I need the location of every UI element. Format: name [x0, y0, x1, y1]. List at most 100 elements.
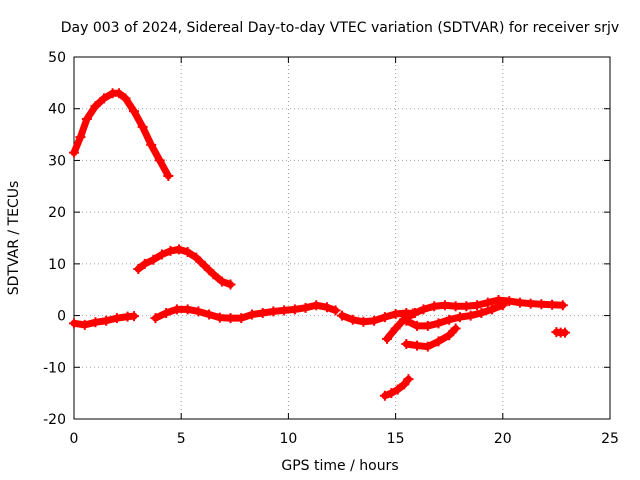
data-point [525, 298, 536, 309]
data-point [257, 307, 268, 318]
data-point [497, 300, 508, 311]
data-point [114, 88, 125, 99]
y-tick-label: 30 [48, 153, 66, 169]
data-point [225, 279, 236, 290]
y-tick-label: 0 [57, 309, 66, 325]
data-point [476, 307, 487, 318]
data-point [422, 341, 433, 352]
data-point [433, 336, 444, 347]
data-point [129, 106, 140, 117]
data-point [139, 258, 150, 269]
x-axis-label: GPS time / hours [281, 458, 398, 474]
data-point [161, 307, 172, 318]
data-point [148, 254, 159, 265]
data-point [358, 316, 369, 327]
x-tick-label: 0 [70, 431, 79, 447]
y-tick-label: 40 [48, 102, 66, 118]
y-tick-label: -10 [43, 360, 66, 376]
x-tick-label: 25 [601, 431, 619, 447]
data-point [300, 302, 311, 313]
data-point [433, 318, 444, 329]
data-point [412, 340, 423, 351]
data-point [330, 305, 341, 316]
data-point [90, 101, 101, 112]
y-tick-label: -20 [43, 412, 66, 428]
data-point [504, 296, 515, 307]
y-tick-label: 10 [48, 257, 66, 273]
data-point [379, 312, 390, 323]
data-point [214, 312, 225, 323]
data-point [557, 300, 568, 311]
y-tick-labels: -20 -10 0 10 20 30 40 50 [43, 50, 66, 428]
x-tick-label: 20 [494, 431, 512, 447]
data-point [90, 317, 101, 328]
chart-title: Day 003 of 2024, Sidereal Day-to-day VTE… [61, 20, 619, 36]
tick-marks [73, 56, 611, 420]
data-point [193, 306, 204, 317]
data-point [208, 269, 219, 280]
data-point [79, 319, 90, 330]
data-point [386, 388, 397, 399]
x-tick-label: 5 [177, 431, 186, 447]
data-point [129, 311, 140, 322]
data-point [382, 333, 393, 344]
series-arc-1 [70, 89, 172, 180]
data-point [137, 121, 148, 132]
series-arc-7 [402, 301, 507, 330]
data-point [246, 309, 257, 320]
data-point [472, 300, 483, 311]
data-point [311, 300, 322, 311]
data-point [390, 323, 401, 334]
data-point [482, 297, 493, 308]
plot-frame [73, 56, 611, 420]
grid [74, 57, 610, 419]
data-point [171, 304, 182, 315]
data-point [337, 310, 347, 321]
data-point [133, 264, 144, 275]
data-point [461, 301, 472, 312]
data-point [439, 300, 450, 311]
data-point [150, 313, 161, 324]
data-point [321, 302, 332, 313]
data-point [216, 276, 227, 287]
data-point [69, 318, 79, 329]
data-point [81, 114, 92, 125]
data-point [444, 314, 455, 325]
data-point [418, 304, 429, 315]
y-axis-label: SDTVAR / TECUs [6, 181, 22, 296]
data-point [454, 312, 465, 323]
data-point [120, 93, 131, 104]
data-point [399, 379, 410, 390]
data-point [412, 320, 423, 331]
data-point [390, 309, 401, 320]
data-point [450, 323, 461, 334]
data-point [111, 313, 122, 324]
data-point [379, 390, 390, 401]
data-point [191, 252, 202, 263]
data-point [444, 330, 455, 341]
data-point [204, 309, 215, 320]
data-point [99, 93, 110, 104]
data-point [429, 301, 440, 312]
data-point [559, 327, 570, 338]
data-point [146, 139, 157, 150]
data-point [422, 320, 433, 331]
data-point [268, 306, 279, 317]
y-tick-label: 50 [48, 50, 66, 66]
data-point [75, 132, 86, 143]
series-arc-2 [134, 245, 235, 289]
data-point [401, 315, 412, 326]
data-point [450, 301, 461, 312]
data-point [279, 305, 290, 316]
data-point [156, 249, 167, 260]
x-tick-label: 15 [387, 431, 405, 447]
data-point [401, 339, 412, 350]
data-point [165, 245, 176, 256]
data-point [392, 384, 403, 395]
data-point [369, 315, 380, 326]
data-point [69, 147, 79, 158]
data-point [154, 155, 165, 166]
data-point [487, 304, 498, 315]
data-point [182, 246, 193, 257]
data-point [163, 170, 174, 181]
